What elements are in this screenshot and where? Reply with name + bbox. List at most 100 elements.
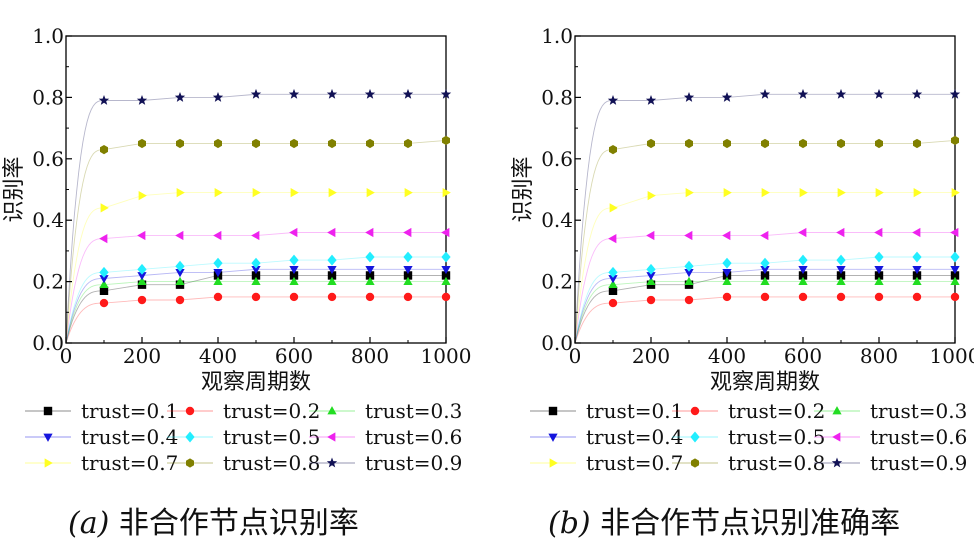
data-point-s9-6 xyxy=(288,88,300,99)
data-point-s4-8 xyxy=(874,265,884,275)
data-point-s1-1 xyxy=(99,286,109,296)
y-tick-label: 0.6 xyxy=(541,147,573,171)
legend-label-4: trust=0.4 xyxy=(81,425,178,449)
data-point-s9-7 xyxy=(835,88,847,99)
series-curve-3 xyxy=(65,281,446,344)
data-point-s7-2 xyxy=(138,191,147,201)
data-point-s9-2 xyxy=(645,95,657,105)
legend-marker-6 xyxy=(832,432,841,442)
data-point-s5-7 xyxy=(836,254,846,266)
data-point-s6-10 xyxy=(950,227,959,238)
data-point-s8-1 xyxy=(609,144,617,155)
data-point-s8-8 xyxy=(875,138,883,149)
series-curve-5 xyxy=(574,256,955,344)
data-point-s6-2 xyxy=(646,230,655,241)
data-point-s3-6 xyxy=(289,276,299,285)
data-point-s2-7 xyxy=(327,292,337,302)
data-point-s3-8 xyxy=(365,276,375,285)
y-tick-label: 0.4 xyxy=(541,208,573,232)
data-point-s9-8 xyxy=(873,88,885,99)
caption-b: (b) 非合作节点识别准确率 xyxy=(548,498,900,542)
data-point-s5-5 xyxy=(760,257,770,269)
data-point-s7-7 xyxy=(837,187,846,198)
series-curve-9 xyxy=(574,93,955,344)
data-point-s7-7 xyxy=(328,187,337,198)
legend-label-3: trust=0.3 xyxy=(870,399,967,423)
series-curve-3 xyxy=(574,281,955,344)
data-point-s9-3 xyxy=(174,91,186,102)
y-tick-label: 0.2 xyxy=(541,270,573,294)
data-point-s4-3 xyxy=(684,269,694,278)
data-point-s2-8 xyxy=(365,292,375,302)
data-point-s7-9 xyxy=(404,187,413,198)
data-point-s6-5 xyxy=(760,230,769,241)
x-tick-label: 1000 xyxy=(930,344,974,368)
data-point-s3-7 xyxy=(327,276,337,285)
data-point-s2-6 xyxy=(289,292,299,302)
y-tick-label: 0.0 xyxy=(541,331,573,355)
data-point-s6-7 xyxy=(836,227,845,238)
legend-marker-8 xyxy=(691,458,699,468)
data-point-s7-1 xyxy=(609,203,618,213)
data-point-s7-2 xyxy=(647,191,656,201)
data-point-s6-7 xyxy=(327,227,336,238)
data-point-s1-8 xyxy=(365,271,375,280)
data-point-s9-6 xyxy=(797,88,809,99)
legend-label-3: trust=0.3 xyxy=(365,399,462,423)
data-point-s5-3 xyxy=(684,260,694,272)
legend-label-9: trust=0.9 xyxy=(365,451,462,475)
legend-marker-1 xyxy=(43,406,53,416)
x-tick-label: 0 xyxy=(569,344,582,368)
data-point-s6-6 xyxy=(289,227,298,238)
data-point-s2-6 xyxy=(798,292,808,302)
chart-panel-b: 0 200 400 600 800 1000 0.0 0.2 0.4 0.6 0.8 1.0 观察周期数… xyxy=(511,24,974,475)
legend-marker-5 xyxy=(690,431,700,443)
data-point-s5-9 xyxy=(912,251,922,263)
data-point-s1-6 xyxy=(798,271,808,280)
data-point-s7-10 xyxy=(442,187,451,198)
data-point-s2-1 xyxy=(608,298,618,308)
data-point-s4-7 xyxy=(327,265,337,275)
data-point-s4-4 xyxy=(213,269,223,278)
data-point-s3-9 xyxy=(912,276,922,285)
y-tick-label: 0.2 xyxy=(32,270,64,294)
data-point-s5-5 xyxy=(251,257,261,269)
data-point-s7-9 xyxy=(913,187,922,198)
y-tick-label: 0.0 xyxy=(32,331,64,355)
series-curve-2 xyxy=(574,296,955,344)
data-point-s9-9 xyxy=(911,88,923,99)
data-point-s9-5 xyxy=(250,88,262,99)
data-point-s9-4 xyxy=(721,91,733,102)
data-point-s5-3 xyxy=(175,260,185,272)
series-curve-8 xyxy=(65,139,447,344)
x-axis-label: 观察周期数 xyxy=(201,370,311,395)
data-point-s1-9 xyxy=(403,271,413,280)
legend-marker-4 xyxy=(43,433,53,442)
legend-label-9: trust=0.9 xyxy=(870,451,967,475)
data-point-s5-10 xyxy=(950,251,960,263)
legend-marker-9 xyxy=(831,457,843,468)
data-point-s2-10 xyxy=(950,292,960,302)
caption-a: (a) 非合作节点识别率 xyxy=(68,498,359,542)
data-point-s5-6 xyxy=(798,254,808,266)
data-point-s8-6 xyxy=(799,138,807,149)
legend-label-7: trust=0.7 xyxy=(586,451,683,475)
data-point-s2-9 xyxy=(912,292,922,302)
series-curve-9 xyxy=(65,93,446,344)
data-point-s2-7 xyxy=(836,292,846,302)
data-point-s1-5 xyxy=(760,271,770,280)
data-point-s4-9 xyxy=(912,265,922,275)
data-point-s3-1 xyxy=(99,279,109,289)
data-point-s5-2 xyxy=(646,263,656,275)
data-point-s3-5 xyxy=(251,276,261,285)
data-point-s8-4 xyxy=(214,138,222,149)
data-point-s1-10 xyxy=(950,271,960,280)
y-axis-label: 识别率 xyxy=(511,156,536,222)
data-point-s6-3 xyxy=(175,230,184,241)
data-point-s3-1 xyxy=(608,279,618,289)
data-point-s3-2 xyxy=(137,276,147,285)
data-point-s6-3 xyxy=(684,230,693,241)
data-point-s2-5 xyxy=(760,292,770,302)
data-point-s6-2 xyxy=(137,230,146,241)
